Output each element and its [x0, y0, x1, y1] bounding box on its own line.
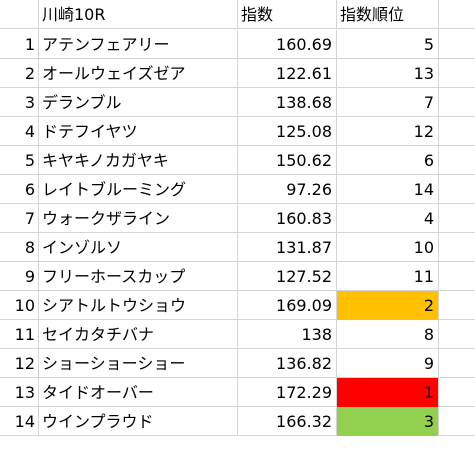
row-number-cell[interactable]: 4	[0, 117, 39, 146]
rank-cell[interactable]: 14	[337, 175, 439, 204]
score-cell[interactable]: 125.08	[238, 117, 337, 146]
horse-name-cell[interactable]: ウインプラウド	[39, 407, 238, 436]
score-cell[interactable]: 136.82	[238, 349, 337, 378]
rank-cell[interactable]: 11	[337, 262, 439, 291]
empty-cell[interactable]	[439, 204, 475, 233]
score-cell[interactable]: 160.83	[238, 204, 337, 233]
row-number-cell[interactable]: 8	[0, 233, 39, 262]
table-row: 6 レイトブルーミング 97.26 14	[0, 175, 475, 204]
row-number-cell[interactable]: 5	[0, 146, 39, 175]
empty-cell[interactable]	[439, 88, 475, 117]
rank-cell[interactable]: 3	[337, 407, 439, 436]
row-number-cell[interactable]: 6	[0, 175, 39, 204]
score-cell[interactable]: 150.62	[238, 146, 337, 175]
table-row: 12 ショーショーショー 136.82 9	[0, 349, 475, 378]
horse-name-cell[interactable]: インゾルソ	[39, 233, 238, 262]
table-row: 9 フリーホースカップ 127.52 11	[0, 262, 475, 291]
header-row: 川崎10R 指数 指数順位	[0, 0, 475, 29]
rank-cell[interactable]: 12	[337, 117, 439, 146]
score-cell[interactable]: 169.09	[238, 291, 337, 320]
horse-name-cell[interactable]: オールウェイズゼア	[39, 59, 238, 88]
row-number-cell[interactable]: 9	[0, 262, 39, 291]
score-cell[interactable]: 138	[238, 320, 337, 349]
table-row: 5 キヤキノカガヤキ 150.62 6	[0, 146, 475, 175]
table-row: 1 アテンフェアリー 160.69 5	[0, 30, 475, 59]
empty-cell[interactable]	[439, 233, 475, 262]
empty-cell[interactable]	[439, 349, 475, 378]
row-number-cell[interactable]: 12	[0, 349, 39, 378]
row-number-cell[interactable]: 11	[0, 320, 39, 349]
row-number-cell[interactable]: 7	[0, 204, 39, 233]
horse-name-cell[interactable]: タイドオーバー	[39, 378, 238, 407]
row-number-cell[interactable]: 2	[0, 59, 39, 88]
table-row: 10 シアトルトウショウ 169.09 2	[0, 291, 475, 320]
rank-cell[interactable]: 9	[337, 349, 439, 378]
rank-cell[interactable]: 13	[337, 59, 439, 88]
horse-name-cell[interactable]: ショーショーショー	[39, 349, 238, 378]
empty-cell[interactable]	[439, 262, 475, 291]
rank-cell[interactable]: 2	[337, 291, 439, 320]
table-row: 8 インゾルソ 131.87 10	[0, 233, 475, 262]
horse-name-cell[interactable]: ウォークザライン	[39, 204, 238, 233]
horse-name-cell[interactable]: キヤキノカガヤキ	[39, 146, 238, 175]
horse-name-cell[interactable]: レイトブルーミング	[39, 175, 238, 204]
row-number-cell[interactable]: 3	[0, 88, 39, 117]
empty-cell[interactable]	[439, 117, 475, 146]
table-row: 14 ウインプラウド 166.32 3	[0, 407, 475, 436]
table-row: 13 タイドオーバー 172.29 1	[0, 378, 475, 407]
horse-name-cell[interactable]: フリーホースカップ	[39, 262, 238, 291]
table-row: 7 ウォークザライン 160.83 4	[0, 204, 475, 233]
horse-name-cell[interactable]: アテンフェアリー	[39, 30, 238, 59]
horse-name-cell[interactable]: シアトルトウショウ	[39, 291, 238, 320]
row-number-cell[interactable]: 14	[0, 407, 39, 436]
empty-cell[interactable]	[439, 320, 475, 349]
score-cell[interactable]: 97.26	[238, 175, 337, 204]
horse-name-cell[interactable]: ドテフイヤツ	[39, 117, 238, 146]
table-row: 2 オールウェイズゼア 122.61 13	[0, 59, 475, 88]
empty-cell[interactable]	[439, 175, 475, 204]
score-cell[interactable]: 160.69	[238, 30, 337, 59]
row-number-cell[interactable]: 1	[0, 30, 39, 59]
rank-cell[interactable]: 8	[337, 320, 439, 349]
table-row: 11 セイカタチバナ 138 8	[0, 320, 475, 349]
rank-cell[interactable]: 4	[337, 204, 439, 233]
score-cell[interactable]: 127.52	[238, 262, 337, 291]
table-row: 4 ドテフイヤツ 125.08 12	[0, 117, 475, 146]
rank-cell[interactable]: 1	[337, 378, 439, 407]
empty-cell[interactable]	[439, 146, 475, 175]
empty-cell[interactable]	[439, 59, 475, 88]
rank-cell[interactable]: 7	[337, 88, 439, 117]
row-number-cell[interactable]: 10	[0, 291, 39, 320]
table-row: 3 デランブル 138.68 7	[0, 88, 475, 117]
rank-cell[interactable]: 5	[337, 30, 439, 59]
empty-cell[interactable]	[439, 407, 475, 436]
rank-cell[interactable]: 10	[337, 233, 439, 262]
header-cell-score[interactable]: 指数	[238, 0, 337, 29]
score-cell[interactable]: 122.61	[238, 59, 337, 88]
score-cell[interactable]: 131.87	[238, 233, 337, 262]
empty-cell[interactable]	[439, 0, 475, 29]
row-number-cell[interactable]: 13	[0, 378, 39, 407]
score-cell[interactable]: 138.68	[238, 88, 337, 117]
empty-cell[interactable]	[439, 291, 475, 320]
horse-name-cell[interactable]: デランブル	[39, 88, 238, 117]
header-cell-race[interactable]: 川崎10R	[39, 0, 238, 29]
header-cell-number[interactable]	[0, 0, 39, 29]
empty-cell[interactable]	[439, 30, 475, 59]
empty-cell[interactable]	[439, 378, 475, 407]
score-cell[interactable]: 172.29	[238, 378, 337, 407]
rank-cell[interactable]: 6	[337, 146, 439, 175]
score-cell[interactable]: 166.32	[238, 407, 337, 436]
horse-name-cell[interactable]: セイカタチバナ	[39, 320, 238, 349]
header-cell-rank[interactable]: 指数順位	[337, 0, 439, 29]
